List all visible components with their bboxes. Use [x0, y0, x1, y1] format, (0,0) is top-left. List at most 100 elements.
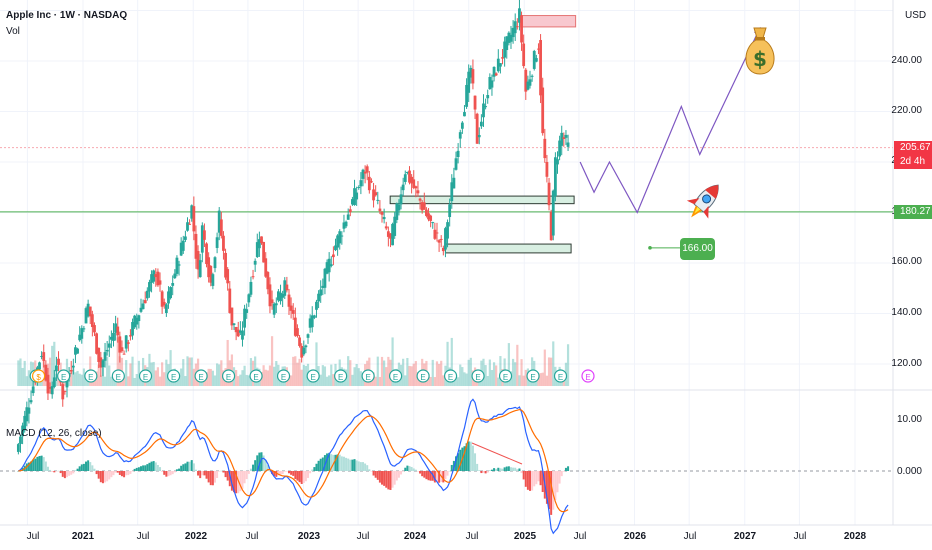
candle-body — [257, 239, 261, 249]
volume-bar — [499, 356, 502, 386]
candle-body — [304, 345, 308, 348]
volume-bar — [192, 368, 195, 386]
macd-histogram-bar — [46, 466, 49, 471]
candle-body — [336, 235, 340, 248]
macd-histogram-bar — [190, 460, 193, 471]
macd-histogram-bar — [476, 463, 479, 471]
time-tick: 2024 — [403, 531, 427, 542]
symbol-title[interactable]: Apple Inc · 1W · NASDAQ — [6, 10, 128, 21]
macd-histogram-bar — [139, 466, 142, 471]
candle-body — [241, 330, 244, 340]
candle-body — [90, 314, 94, 327]
price-tick: 220.00 — [891, 105, 922, 116]
macd-histogram-bar — [501, 468, 504, 471]
candle-body — [435, 232, 439, 234]
candle-body — [291, 310, 295, 314]
macd-histogram-bar — [408, 466, 411, 471]
macd-histogram-bar — [99, 471, 102, 483]
candle-body — [537, 48, 540, 50]
volume-bar — [431, 359, 434, 386]
macd-histogram-bar — [59, 471, 62, 474]
candle-body — [431, 222, 435, 224]
macd-histogram-bar — [114, 471, 117, 473]
candle-body — [253, 260, 257, 265]
candle-body — [109, 336, 113, 340]
macd-histogram-bar — [76, 468, 79, 471]
candle-body — [321, 285, 325, 288]
macd-histogram-bar — [237, 471, 240, 494]
macd-histogram-bar — [296, 471, 299, 481]
candle-body — [380, 212, 384, 215]
volume-bar — [516, 344, 519, 386]
volume-bar — [412, 363, 415, 386]
macd-histogram-bar — [524, 471, 527, 487]
candle-body — [410, 176, 414, 184]
candle-body — [429, 215, 433, 221]
macd-histogram-bar — [387, 471, 390, 490]
macd-histogram-bar — [368, 469, 371, 471]
candle-body — [327, 258, 331, 273]
earnings-marker-label: E — [171, 373, 176, 382]
macd-histogram-bar — [433, 471, 436, 483]
volume-bar — [450, 337, 453, 386]
macd-histogram-bar — [412, 468, 415, 471]
macd-histogram-bar — [235, 471, 238, 494]
candle-body — [245, 309, 249, 313]
macd-histogram-bar — [389, 471, 392, 490]
candle-body — [143, 300, 147, 304]
target-label[interactable]: 166.00 — [680, 238, 715, 260]
macd-histogram-bar — [51, 471, 54, 472]
volume-bar — [321, 365, 324, 386]
candle-body — [564, 134, 568, 138]
volume-label[interactable]: Vol — [6, 26, 20, 37]
candle-body — [150, 274, 153, 283]
volume-bar — [220, 360, 223, 386]
candle-body — [425, 209, 428, 216]
time-tick: 2021 — [71, 531, 95, 542]
candle-body — [454, 158, 458, 170]
macd-histogram-bar — [416, 471, 419, 472]
macd-histogram-bar — [526, 471, 529, 490]
candle-body — [97, 347, 101, 362]
volume-bar — [135, 374, 138, 386]
volume-bar — [507, 343, 510, 386]
candle-body — [203, 230, 206, 240]
price-tick: 120.00 — [891, 358, 922, 369]
macd-histogram-bar — [444, 471, 447, 480]
volume-bar — [245, 374, 248, 386]
macd-title[interactable]: MACD (12, 26, close) — [6, 428, 102, 439]
macd-histogram-bar — [228, 471, 231, 487]
macd-histogram-bar — [249, 468, 252, 471]
candle-body — [152, 270, 156, 282]
target-dot — [648, 246, 652, 250]
macd-tick-10: 10.00 — [896, 414, 922, 425]
macd-histogram-bar — [442, 471, 445, 483]
candle-body — [78, 334, 82, 341]
macd-histogram-bar — [425, 471, 428, 480]
candle-body — [285, 284, 289, 291]
macd-histogram-bar — [419, 471, 422, 474]
candle-body — [198, 260, 202, 278]
macd-histogram-bar — [87, 460, 90, 471]
earnings-marker-label: E — [393, 373, 398, 382]
macd-histogram-bar — [321, 457, 324, 471]
volume-bar — [410, 366, 413, 386]
currency-label[interactable]: USD — [905, 10, 927, 21]
candle-body — [403, 174, 407, 182]
time-tick: Jul — [573, 531, 587, 542]
macd-histogram-bar — [423, 471, 426, 478]
candle-body — [465, 84, 468, 107]
candle-body — [367, 176, 371, 191]
macd-histogram-bar — [395, 471, 398, 481]
candle-body — [401, 184, 405, 191]
volume-bar — [461, 367, 464, 386]
candle-body — [439, 238, 443, 240]
candle-body — [302, 347, 306, 355]
volume-bar — [19, 358, 22, 386]
macd-histogram-bar — [302, 471, 305, 483]
macd-histogram-bar — [213, 471, 216, 483]
time-tick: Jul — [136, 531, 150, 542]
macd-histogram-bar — [338, 454, 341, 471]
candle-body — [501, 57, 504, 59]
zone-resistance — [520, 15, 577, 28]
